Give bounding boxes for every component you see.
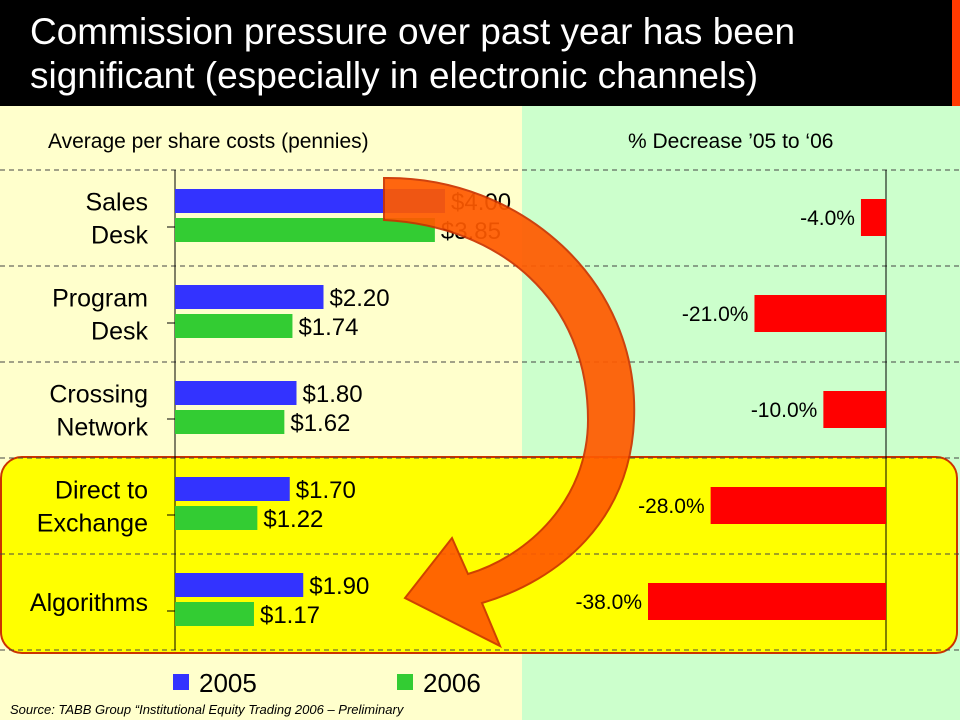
- decrease-bar: [648, 583, 886, 620]
- cost-bar-2006: [175, 410, 285, 434]
- category-label: Desk: [91, 318, 148, 346]
- category-label: Program: [52, 285, 148, 313]
- category-label: Crossing: [49, 381, 148, 409]
- cost-bar-2006: [175, 314, 293, 338]
- decrease-bar: [823, 391, 886, 428]
- decrease-bar: [860, 199, 886, 236]
- decrease-value-label: -4.0%: [800, 207, 855, 230]
- cost-bar-2006: [175, 506, 258, 530]
- cost-bar-2005: [175, 573, 304, 597]
- cost-bar-2005: [175, 477, 290, 501]
- cost-bar-2006: [175, 602, 254, 626]
- source-note: Source: TABB Group “Institutional Equity…: [10, 702, 404, 717]
- cost-bar-2005: [175, 285, 324, 309]
- cost-value-label: $1.74: [298, 314, 358, 341]
- decrease-bar: [710, 487, 886, 524]
- decrease-value-label: -38.0%: [575, 591, 642, 614]
- cost-value-label: $1.62: [290, 410, 350, 437]
- cost-value-label: $1.90: [309, 573, 369, 600]
- decrease-bar: [754, 295, 886, 332]
- cost-value-label: $1.17: [260, 602, 320, 629]
- cost-value-label: $1.80: [303, 381, 363, 408]
- category-label: Exchange: [37, 510, 148, 538]
- legend-label-2006: 2006: [423, 668, 481, 698]
- cost-bar-2006: [175, 218, 435, 242]
- legend-swatch-2006: [397, 674, 413, 690]
- page-title: Commission pressure over past year has b…: [30, 10, 950, 98]
- decrease-value-label: -21.0%: [682, 303, 749, 326]
- cost-value-label: $1.70: [296, 477, 356, 504]
- title-line-2: significant (especially in electronic ch…: [30, 55, 759, 96]
- category-label: Desk: [91, 222, 148, 250]
- decrease-value-label: -10.0%: [751, 399, 818, 422]
- cost-value-label: $2.20: [330, 285, 390, 312]
- cost-value-label: $1.22: [263, 506, 323, 533]
- header-bar: [0, 0, 960, 106]
- category-label: Algorithms: [30, 589, 148, 617]
- curved-arrow-icon: [383, 176, 636, 649]
- cost-chart-title: Average per share costs (pennies): [48, 130, 369, 153]
- legend-swatch-2005: [173, 674, 189, 690]
- category-label: Direct to: [55, 477, 148, 505]
- header-accent-bar: [952, 0, 960, 106]
- decrease-chart-title: % Decrease ’05 to ‘06: [628, 130, 834, 153]
- category-label: Sales: [85, 189, 148, 217]
- decrease-value-label: -28.0%: [638, 495, 705, 518]
- legend-label-2005: 2005: [199, 668, 257, 698]
- cost-bar-2005: [175, 381, 297, 405]
- title-line-1: Commission pressure over past year has b…: [30, 11, 796, 52]
- category-label: Network: [56, 414, 148, 442]
